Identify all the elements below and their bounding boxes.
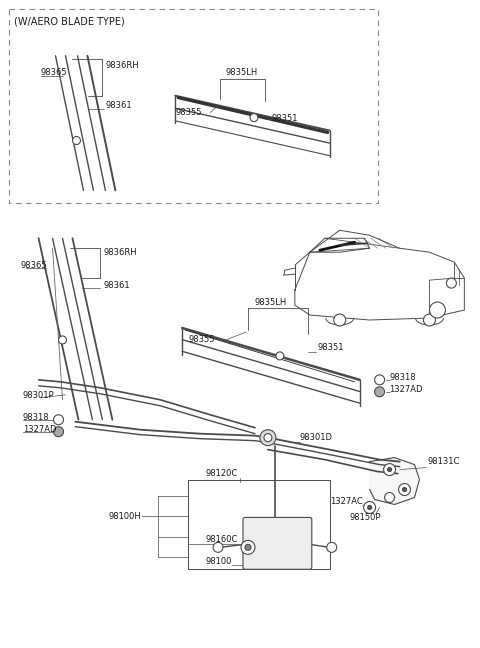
Circle shape	[334, 314, 346, 326]
Circle shape	[368, 505, 372, 509]
Text: 98100H: 98100H	[108, 512, 141, 521]
Text: 98361: 98361	[106, 101, 132, 110]
Text: 9836RH: 9836RH	[106, 62, 139, 70]
Circle shape	[423, 314, 435, 326]
Circle shape	[384, 463, 396, 476]
Circle shape	[327, 542, 336, 552]
Circle shape	[54, 426, 63, 437]
Text: 1327AD: 1327AD	[23, 425, 56, 434]
Circle shape	[72, 137, 81, 145]
Circle shape	[374, 387, 384, 397]
Bar	[188, 480, 330, 570]
Text: 98351: 98351	[318, 343, 344, 353]
Text: 98365: 98365	[21, 260, 47, 270]
Circle shape	[264, 434, 272, 442]
Text: 98361: 98361	[103, 281, 130, 290]
Circle shape	[260, 430, 276, 446]
Circle shape	[59, 336, 67, 344]
Circle shape	[213, 542, 223, 552]
Text: 1327AC: 1327AC	[330, 497, 362, 506]
Circle shape	[241, 540, 255, 554]
Text: 9835LH: 9835LH	[225, 68, 257, 77]
Text: 98100: 98100	[205, 557, 231, 566]
Text: 98120C: 98120C	[205, 469, 237, 478]
Text: 98131C: 98131C	[428, 457, 460, 466]
Polygon shape	[370, 457, 420, 505]
Text: 98150P: 98150P	[350, 513, 381, 522]
Text: 98355: 98355	[188, 336, 215, 345]
Text: 98318: 98318	[390, 373, 416, 382]
Circle shape	[430, 302, 445, 318]
Text: 98318: 98318	[23, 413, 49, 422]
Text: 98355: 98355	[175, 108, 202, 117]
FancyBboxPatch shape	[243, 518, 312, 570]
Text: 98160C: 98160C	[205, 535, 238, 544]
Circle shape	[250, 113, 258, 122]
Text: 98365: 98365	[41, 68, 67, 77]
Text: 98301P: 98301P	[23, 391, 54, 400]
Circle shape	[446, 278, 456, 288]
Text: 9836RH: 9836RH	[103, 248, 137, 257]
Circle shape	[54, 415, 63, 424]
Circle shape	[403, 487, 407, 492]
Bar	[9, 9, 378, 203]
Circle shape	[276, 352, 284, 360]
Circle shape	[364, 502, 376, 513]
Text: 1327AD: 1327AD	[390, 386, 423, 395]
Circle shape	[387, 468, 392, 472]
Circle shape	[384, 492, 395, 502]
Circle shape	[374, 375, 384, 385]
Text: (W/AERO BLADE TYPE): (W/AERO BLADE TYPE)	[13, 17, 124, 27]
Circle shape	[398, 483, 410, 496]
Circle shape	[245, 544, 251, 550]
Text: 98351: 98351	[272, 114, 299, 123]
Text: 98301D: 98301D	[300, 433, 333, 442]
Text: 9835LH: 9835LH	[255, 297, 287, 307]
